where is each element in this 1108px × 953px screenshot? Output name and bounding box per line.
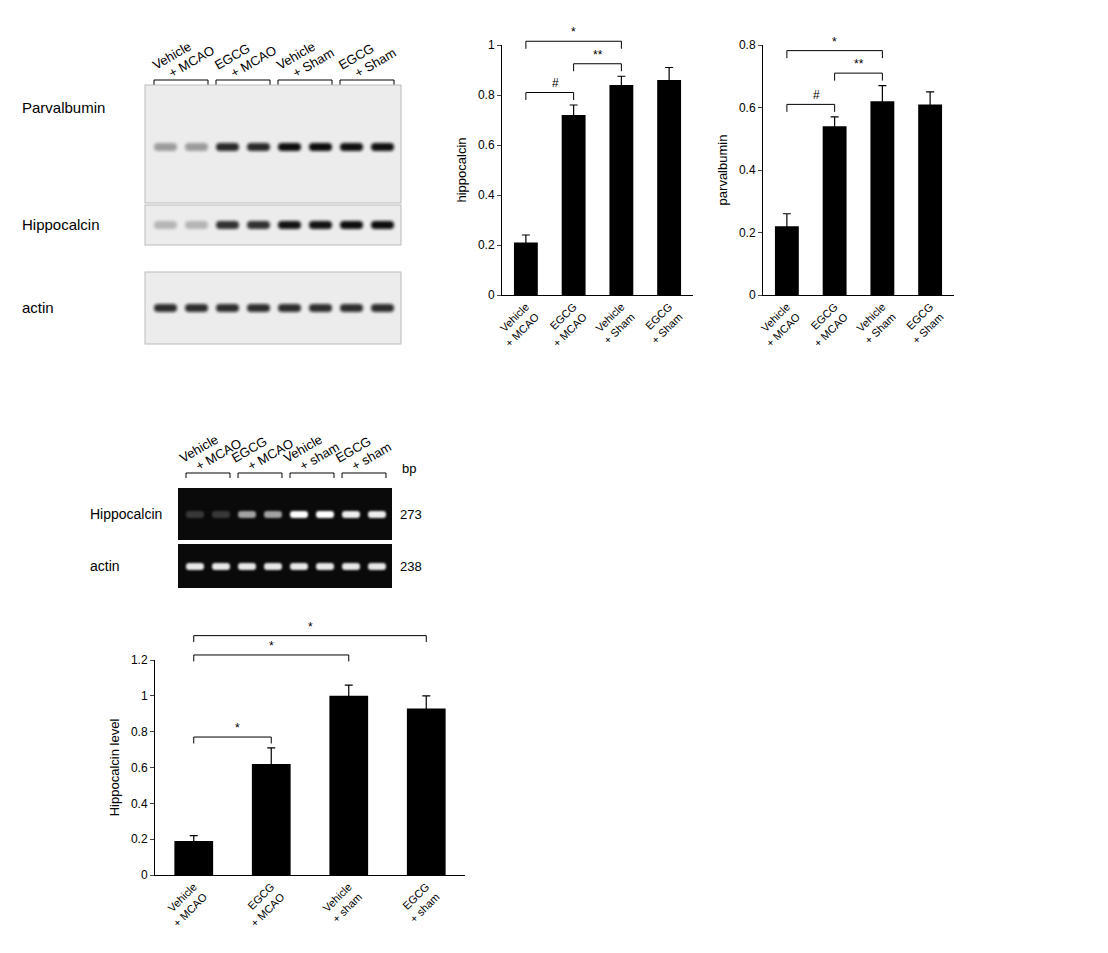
svg-text:*: * <box>269 639 274 653</box>
svg-text:EGCG+ sham: EGCG+ sham <box>333 426 394 478</box>
svg-text:Hippocalcin level: Hippocalcin level <box>107 719 122 817</box>
svg-text:Hippocalcin: Hippocalcin <box>22 216 100 233</box>
svg-text:Parvalbumin: Parvalbumin <box>22 99 105 116</box>
svg-text:0.6: 0.6 <box>739 101 756 115</box>
svg-text:0.8: 0.8 <box>478 88 495 102</box>
svg-text:*: * <box>308 620 313 634</box>
svg-text:Vehicle+ MCAO: Vehicle+ MCAO <box>754 300 803 349</box>
svg-text:Vehicle+ Sham: Vehicle+ Sham <box>591 301 637 347</box>
svg-text:actin: actin <box>90 558 120 574</box>
html-text:Vehicle: Vehicle <box>176 431 221 466</box>
html-text:+ sham: + sham <box>297 439 342 474</box>
svg-text:Vehicle+ sham: Vehicle+ sham <box>320 881 364 925</box>
svg-text:0.2: 0.2 <box>739 226 756 240</box>
svg-text:EGCG+ sham: EGCG+ sham <box>397 881 441 925</box>
svg-text:0.4: 0.4 <box>478 188 495 202</box>
svg-text:1: 1 <box>488 38 495 52</box>
svg-text:0.2: 0.2 <box>478 238 495 252</box>
svg-text:1: 1 <box>141 689 148 703</box>
svg-text:hippocalcin: hippocalcin <box>454 137 469 202</box>
svg-text:Hippocalcin: Hippocalcin <box>90 506 162 522</box>
svg-text:273: 273 <box>400 507 422 522</box>
svg-text:0: 0 <box>488 288 495 302</box>
svg-text:Vehicle+ MCAO: Vehicle+ MCAO <box>161 880 210 929</box>
svg-text:bp: bp <box>402 461 416 476</box>
svg-text:0: 0 <box>141 868 148 882</box>
html-text:EGCG: EGCG <box>228 433 270 466</box>
svg-text:*: * <box>235 721 240 735</box>
html-text:+ MCAO: + MCAO <box>245 435 297 474</box>
svg-text:EGCG+ MCAO: EGCG+ MCAO <box>238 880 287 929</box>
svg-text:Vehicle+ MCAO: Vehicle+ MCAO <box>150 30 217 86</box>
svg-text:1.2: 1.2 <box>131 653 148 667</box>
svg-text:0.4: 0.4 <box>131 797 148 811</box>
svg-text:Vehicle+ Sham: Vehicle+ Sham <box>274 32 337 86</box>
html-text:Vehicle: Vehicle <box>280 431 325 466</box>
svg-text:parvalbumin: parvalbumin <box>715 135 730 206</box>
html-text:+ MCAO: + MCAO <box>193 435 245 474</box>
svg-text:Vehicle+ MCAO: Vehicle+ MCAO <box>493 300 542 349</box>
svg-text:0.6: 0.6 <box>131 761 148 775</box>
svg-text:#: # <box>552 76 559 90</box>
svg-text:EGCG+ MCAO: EGCG+ MCAO <box>540 300 589 349</box>
svg-text:0.8: 0.8 <box>739 38 756 52</box>
svg-text:*: * <box>571 25 576 39</box>
svg-text:0.8: 0.8 <box>131 725 148 739</box>
svg-text:EGCG+ MCAO: EGCG+ MCAO <box>801 300 850 349</box>
svg-text:0.4: 0.4 <box>739 163 756 177</box>
svg-text:EGCG+ MCAO: EGCG+ MCAO <box>212 30 279 86</box>
svg-text:EGCG+ Sham: EGCG+ Sham <box>336 32 399 86</box>
svg-text:Vehicle+ Sham: Vehicle+ Sham <box>852 301 898 347</box>
svg-text:#: # <box>813 88 820 102</box>
svg-text:238: 238 <box>400 559 422 574</box>
svg-text:**: ** <box>854 57 864 71</box>
svg-text:0.2: 0.2 <box>131 832 148 846</box>
svg-text:*: * <box>832 35 837 49</box>
svg-text:0.6: 0.6 <box>478 138 495 152</box>
svg-text:EGCG+ Sham: EGCG+ Sham <box>639 301 685 347</box>
svg-text:EGCG+ Sham: EGCG+ Sham <box>900 301 946 347</box>
svg-text:**: ** <box>593 48 603 62</box>
svg-text:0: 0 <box>749 288 756 302</box>
svg-text:actin: actin <box>22 299 54 316</box>
